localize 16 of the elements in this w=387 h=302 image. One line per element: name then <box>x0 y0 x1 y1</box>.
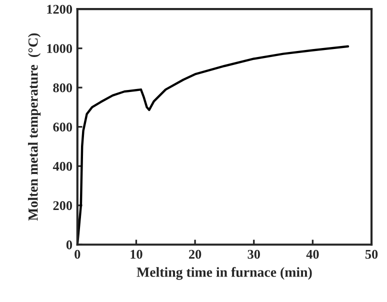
y-tick-label: 600 <box>53 122 72 132</box>
x-tick-label: 40 <box>306 250 319 259</box>
x-tick-label: 30 <box>248 250 260 259</box>
y-tick-label: 0 <box>66 240 72 250</box>
x-tick-label: 10 <box>130 250 142 259</box>
y-tick-label: 400 <box>52 162 72 171</box>
y-tick-label: 800 <box>53 83 72 92</box>
x-tick-label: 50 <box>365 250 378 259</box>
y-axis-title: Molten metal temperature (°C) <box>28 33 41 221</box>
y-tick-label: 1200 <box>47 4 72 14</box>
y-tick-label: 1000 <box>47 44 72 54</box>
x-tick-label: 20 <box>189 250 202 259</box>
x-axis-title: Melting time in furnace (min) <box>136 267 312 280</box>
line-series <box>77 45 350 245</box>
y-tick-label: 200 <box>53 201 72 210</box>
x-tick-label: 0 <box>74 250 80 259</box>
